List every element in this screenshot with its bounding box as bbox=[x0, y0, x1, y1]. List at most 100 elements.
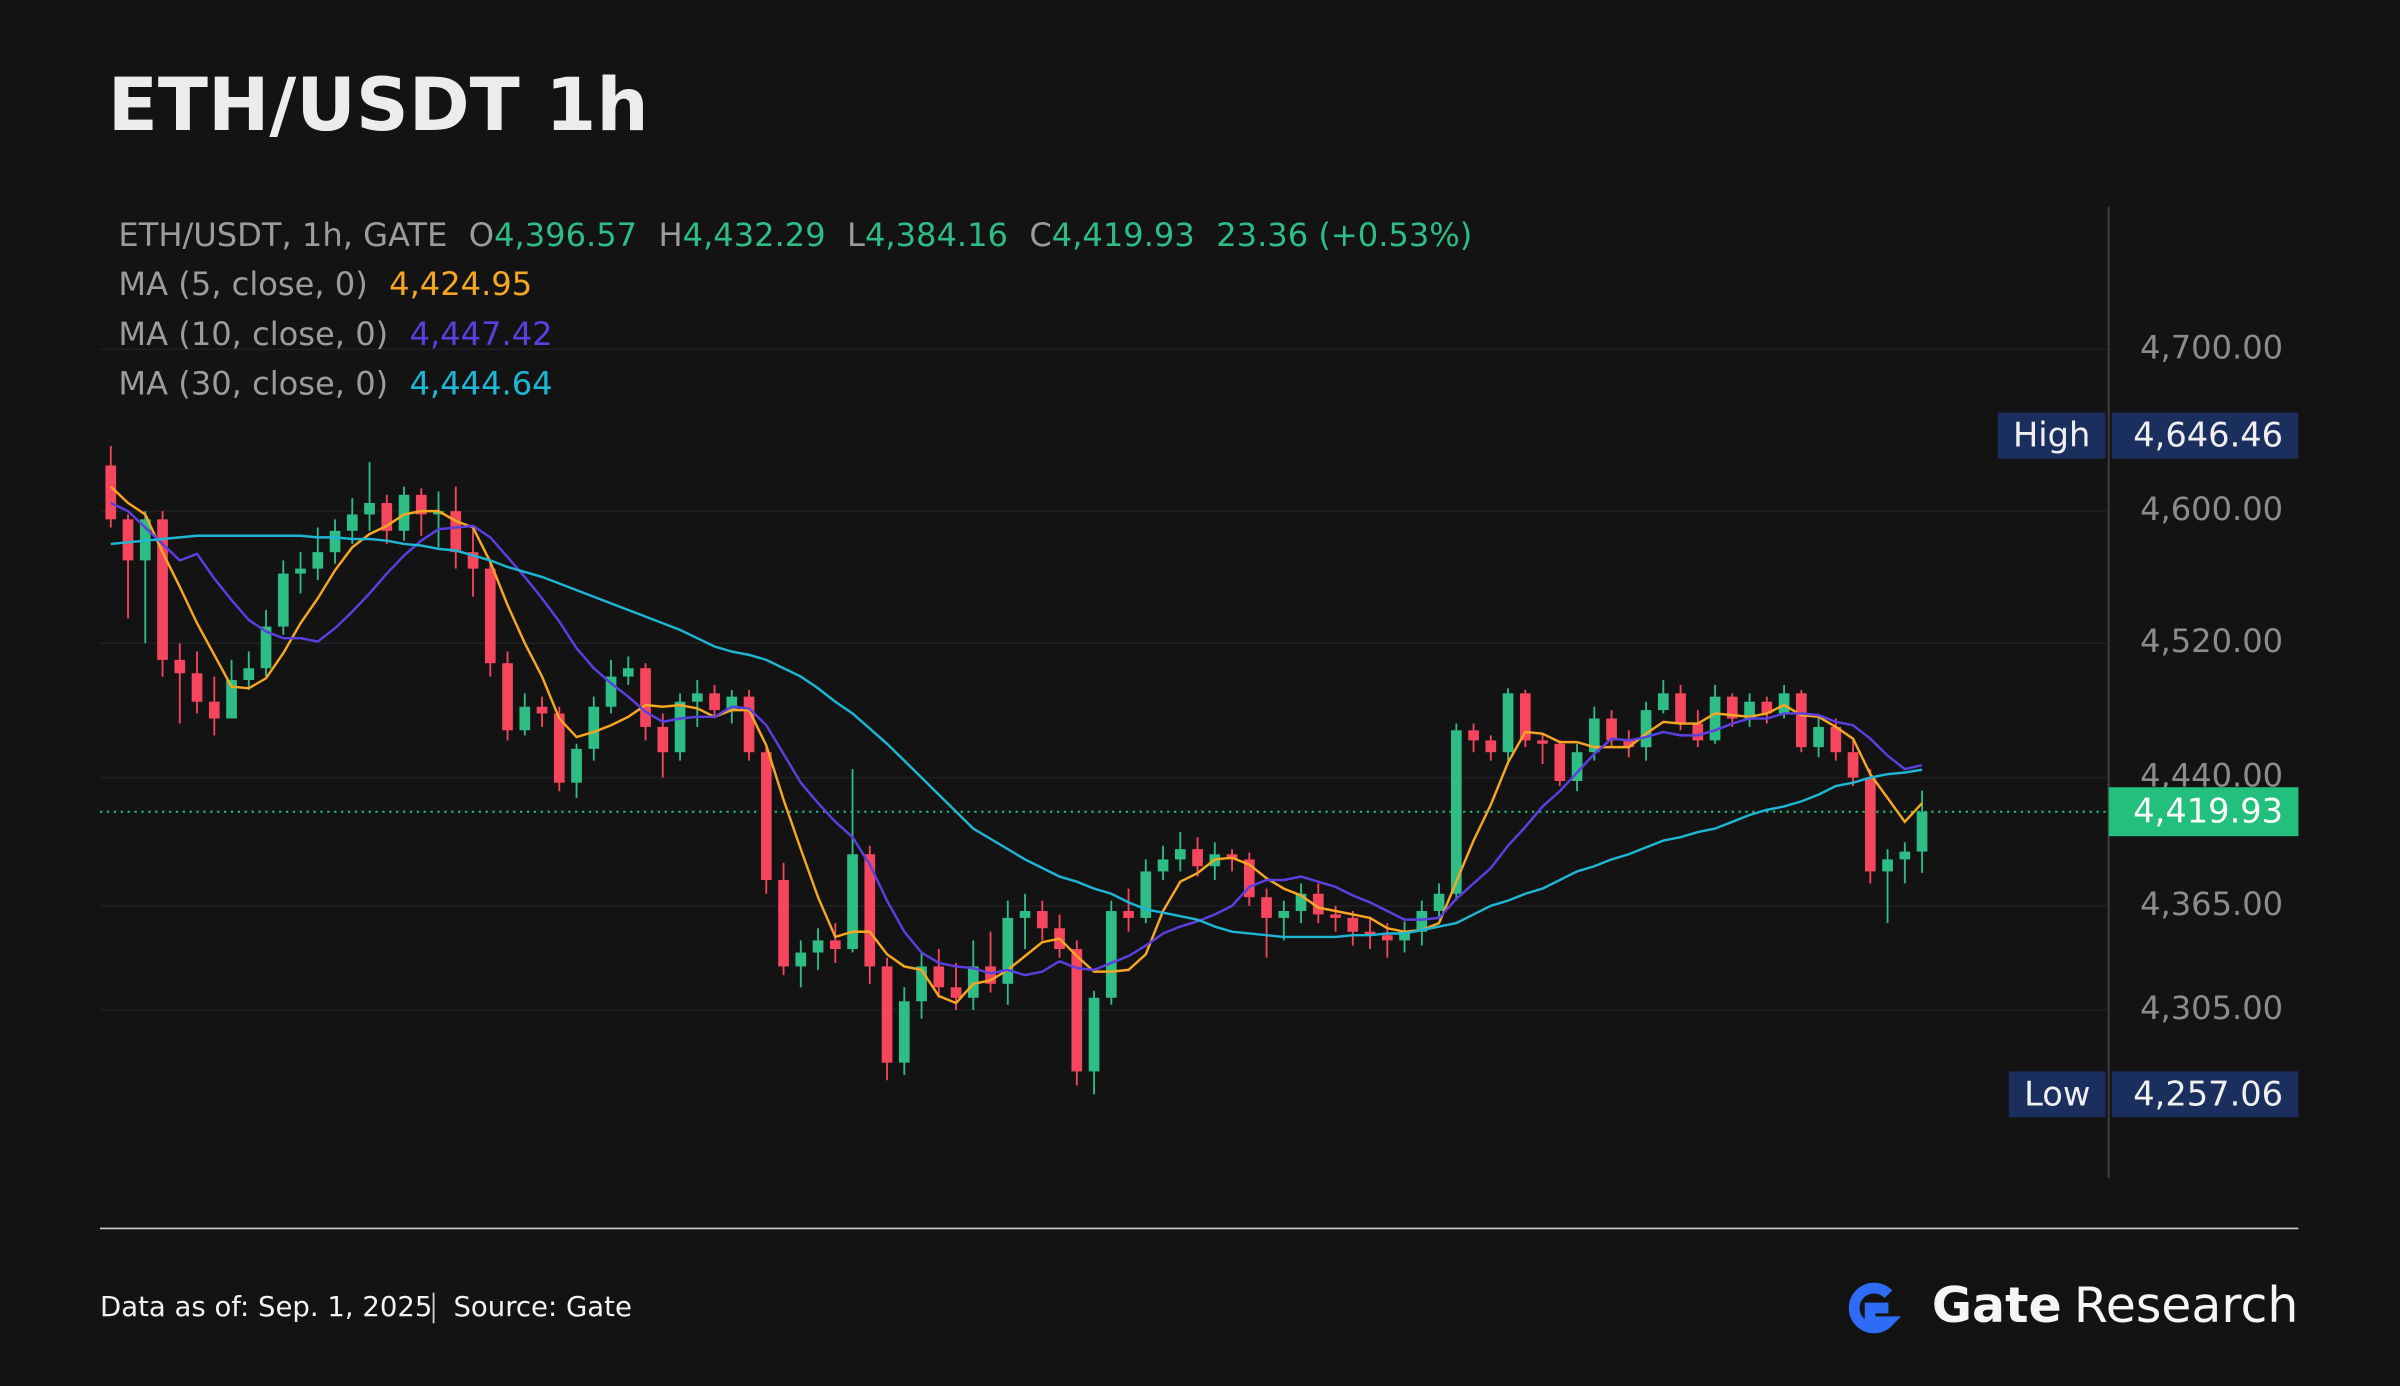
brand-name: Gate bbox=[1932, 1276, 2062, 1333]
candle-body bbox=[1692, 723, 1704, 741]
candle-body bbox=[605, 676, 617, 707]
candle-body bbox=[881, 966, 893, 1063]
candle-body bbox=[1882, 859, 1893, 872]
candle-body bbox=[1916, 811, 1928, 852]
candle-body bbox=[1347, 917, 1359, 932]
candle-body bbox=[1744, 701, 1755, 719]
candle-body bbox=[674, 701, 686, 753]
candle-body bbox=[1019, 910, 1031, 918]
candle-body bbox=[122, 519, 134, 561]
legend-key: C bbox=[1029, 216, 1051, 254]
candle-body bbox=[1330, 914, 1341, 918]
last-price-tag bbox=[2108, 787, 2299, 837]
ma-legend: MA (5, close, 0) 4,424.95 MA (10, close, 0… bbox=[118, 265, 552, 402]
candle-body bbox=[640, 668, 651, 727]
legend-value: 4,384.16 bbox=[865, 216, 1008, 254]
candle-body bbox=[398, 494, 410, 531]
candle-body bbox=[312, 552, 324, 569]
y-tick-label: 4,700.00 bbox=[2140, 328, 2283, 366]
last-price-label: 4,419.93 bbox=[2133, 792, 2283, 831]
candle-body bbox=[1864, 777, 1876, 872]
y-tick-label: 4,600.00 bbox=[2140, 490, 2283, 528]
candle-body bbox=[1813, 726, 1824, 748]
candle-body bbox=[1761, 701, 1773, 714]
candle-body bbox=[1468, 730, 1479, 741]
candle-body bbox=[743, 696, 755, 753]
candle-body bbox=[1295, 893, 1307, 911]
ma-line bbox=[109, 485, 1923, 1005]
candle-body bbox=[691, 693, 703, 702]
ma-line bbox=[110, 534, 1923, 939]
candle-body bbox=[1640, 710, 1652, 748]
candle-body bbox=[1381, 935, 1393, 941]
candle-body bbox=[1606, 718, 1617, 741]
candle-body bbox=[105, 465, 117, 520]
candle-body bbox=[588, 706, 600, 749]
plot-area bbox=[100, 348, 2109, 1095]
footer-date: Data as of: Sep. 1, 2025 bbox=[100, 1291, 432, 1323]
marker-label: High bbox=[2013, 416, 2090, 455]
candle-body bbox=[208, 701, 220, 719]
legend-change: 23.36 (+0.53%) bbox=[1216, 216, 1472, 254]
candle-body bbox=[657, 726, 669, 753]
brand-text: Gate Research bbox=[1932, 1276, 2299, 1333]
candle-body bbox=[260, 626, 272, 669]
candle-body bbox=[1192, 849, 1203, 867]
marker-value: 4,646.46 bbox=[2133, 416, 2283, 455]
legend-symbol: ETH/USDT, 1h, GATE bbox=[118, 216, 447, 254]
marker-value-box bbox=[2111, 412, 2299, 459]
logo-mark bbox=[1848, 1282, 1902, 1334]
candle-body bbox=[1554, 743, 1566, 781]
ma-legend-name: MA (30, close, 0) bbox=[118, 365, 388, 403]
candle-body bbox=[1537, 740, 1548, 744]
ma-legend-name: MA (5, close, 0) bbox=[118, 265, 367, 303]
brand-logo bbox=[1848, 1282, 1902, 1334]
candle-body bbox=[760, 752, 772, 881]
candle-body bbox=[157, 519, 168, 660]
ma-line bbox=[110, 501, 1923, 977]
ohlc-legend: ETH/USDT, 1h, GATE O4,396.57 H4,432.29 L4,3… bbox=[118, 216, 1472, 254]
candle-body bbox=[916, 966, 927, 1002]
candle-body bbox=[1036, 910, 1048, 929]
candle-body bbox=[1709, 696, 1721, 741]
candle-body bbox=[1450, 730, 1462, 894]
candle-body bbox=[709, 693, 720, 711]
marker-value-box bbox=[2111, 1071, 2299, 1118]
candle-body bbox=[847, 854, 858, 950]
candle-body bbox=[1433, 893, 1445, 911]
candle-body bbox=[1002, 917, 1014, 984]
candle-body bbox=[864, 854, 876, 967]
candle-body bbox=[226, 679, 237, 719]
brand-suffix: Research bbox=[2074, 1276, 2298, 1333]
candle-body bbox=[1502, 693, 1514, 753]
candle-body bbox=[778, 880, 789, 967]
candle-body bbox=[1243, 859, 1255, 898]
ma-legend-entry: MA (5, close, 0) 4,424.95 bbox=[118, 265, 532, 303]
ma-legend-entry: MA (30, close, 0) 4,444.64 bbox=[118, 365, 552, 403]
candle-body bbox=[415, 494, 427, 515]
y-tick-label: 4,365.00 bbox=[2140, 885, 2283, 923]
candle-body bbox=[295, 568, 306, 574]
candle-body bbox=[1899, 851, 1911, 860]
legend-value: 4,396.57 bbox=[494, 216, 637, 254]
marker-label: Low bbox=[2024, 1074, 2090, 1113]
marker-value: 4,257.06 bbox=[2133, 1074, 2283, 1113]
candle-body bbox=[1416, 910, 1428, 932]
chart-title: ETH/USDT 1h bbox=[108, 63, 649, 148]
candle-body bbox=[277, 573, 289, 627]
candle-body bbox=[1588, 718, 1600, 753]
candle-body bbox=[191, 673, 203, 702]
candle-body bbox=[1088, 997, 1100, 1072]
candle-body bbox=[467, 552, 479, 569]
candle-body bbox=[364, 502, 375, 515]
candle-body bbox=[726, 696, 738, 711]
candle-body bbox=[536, 706, 548, 714]
candle-body bbox=[450, 511, 462, 553]
candle-body bbox=[174, 659, 186, 674]
ma-legend-entry: MA (10, close, 0) 4,447.42 bbox=[118, 315, 552, 353]
y-tick-label: 4,305.00 bbox=[2140, 989, 2283, 1027]
ma-legend-name: MA (10, close, 0) bbox=[118, 315, 388, 353]
